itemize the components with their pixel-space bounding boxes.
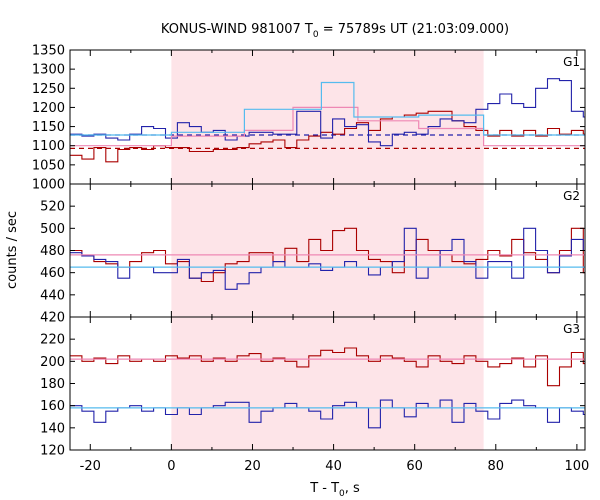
y-tick-label: 180 [40,377,65,392]
series-lightblue [70,81,585,136]
x-tick-label: 20 [244,459,261,474]
x-tick-label: 60 [406,459,423,474]
x-tick-label: 0 [167,459,175,474]
y-tick-label: 1300 [32,63,65,78]
panel-plot-area [70,78,585,163]
panel-g2: 420 440 460 480 500 520 G2 [40,183,586,326]
panel-label: G2 [563,189,580,203]
y-tick-label: 120 [40,444,65,459]
y-tick-label: 1200 [32,101,65,116]
x-tick-label: 40 [325,459,342,474]
y-tick-label: 500 [40,222,65,237]
panel-g3: 120 140 160 180 200 220 G3 [40,316,586,459]
y-tick-label: 1000 [32,178,65,193]
series-pink [70,106,585,147]
y-tick-label: 1350 [32,44,65,59]
y-tick-label: 460 [40,266,65,281]
y-tick-label: 440 [40,288,65,303]
y-tick-label: 220 [40,333,65,348]
x-axis-label: T - T0, s [309,481,360,499]
chart-title: KONUS-WIND 981007 T0 = 75789s UT (21:03:… [161,22,509,40]
y-tick-label: 520 [40,200,65,215]
series-red [70,227,585,283]
x-tick-label: 80 [488,459,505,474]
y-tick-label: 160 [40,399,65,414]
y-tick-label: 1100 [32,139,65,154]
y-tick-label: 1050 [32,158,65,173]
x-tick-label: 100 [564,459,589,474]
x-tick-label: -20 [80,459,101,474]
panel-plot-area [70,347,585,429]
panel-label: G1 [563,55,580,69]
series-blue [70,227,585,290]
y-tick-label: 200 [40,355,65,370]
y-tick-label: 480 [40,244,65,259]
panel-plot-area [70,227,585,290]
y-axis-label: counts / sec [5,211,20,289]
y-tick-label: 1250 [32,82,65,97]
y-tick-label: 420 [40,311,65,326]
y-tick-label: 1150 [32,120,65,135]
panel-g1: 1000 1050 1100 1150 1200 1250 1300 1350 G1 [32,44,586,193]
panel-label: G3 [563,322,580,336]
series-red [70,347,585,387]
y-tick-label: 140 [40,421,65,436]
